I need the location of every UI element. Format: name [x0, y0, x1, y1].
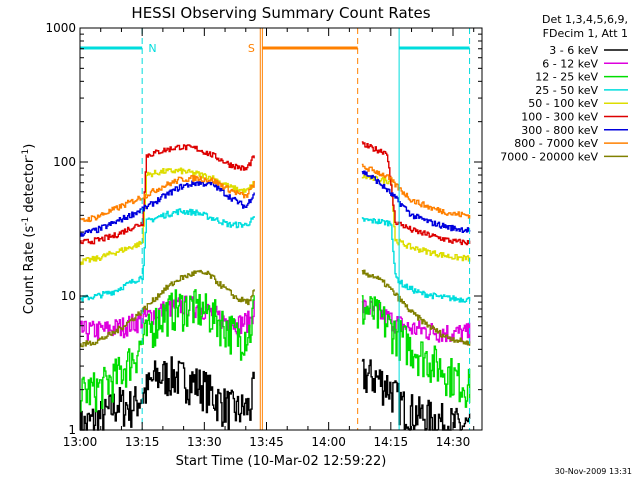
legend-header-line-1: Det 1,3,4,5,6,9, [542, 13, 628, 26]
series-0 [80, 356, 471, 431]
series-line-2-1 [361, 295, 471, 408]
legend-label-0: 3 - 6 keV [549, 44, 598, 57]
y-label-mid: detector [22, 157, 37, 217]
legend-label-7: 800 - 7000 keV [514, 137, 598, 150]
series-line-7-0 [80, 175, 255, 223]
legend-label-8: 7000 - 20000 keV [500, 150, 598, 163]
x-tick-label-5: 14:15 [374, 435, 409, 449]
y-tick-label-0: 1 [68, 423, 76, 437]
y-tick-label-2: 100 [53, 155, 76, 169]
series-4 [80, 167, 471, 266]
series-line-0-0 [80, 356, 255, 431]
legend: Det 1,3,4,5,6,9, FDecim 1, Att 1 3 - 6 k… [500, 13, 628, 163]
series-line-3-0 [80, 208, 255, 302]
plot-frame [79, 27, 483, 431]
x-tick-label-4: 14:00 [311, 435, 346, 449]
y-label-main: Count Rate (s [22, 226, 37, 315]
legend-entry-3: 25 - 50 keV [535, 84, 628, 97]
legend-header-line-2: FDecim 1, Att 1 [543, 27, 628, 40]
series-7 [80, 163, 471, 223]
series-line-8-0 [80, 269, 255, 348]
series-line-2-0 [80, 289, 255, 413]
x-tick-label-2: 13:30 [187, 435, 222, 449]
series-2 [80, 289, 471, 413]
flag-label-1: S [248, 42, 255, 55]
y-tick-label-3: 1000 [45, 21, 76, 35]
flag-0: N [80, 28, 471, 430]
legend-entry-2: 12 - 25 keV [535, 71, 628, 84]
y-label-sup1: -1 [21, 217, 31, 226]
legend-label-5: 100 - 300 keV [521, 111, 598, 124]
flag-label-0: N [148, 42, 156, 55]
series-line-5-1 [361, 141, 471, 246]
x-tick-label-3: 13:45 [249, 435, 284, 449]
series-line-5-0 [80, 144, 255, 245]
series-line-8-1 [361, 269, 471, 346]
legend-entry-8: 7000 - 20000 keV [500, 150, 628, 163]
x-axis-label: Start Time (10-Mar-02 12:59:22) [176, 454, 387, 469]
legend-entry-7: 800 - 7000 keV [514, 137, 628, 150]
series-5 [80, 141, 471, 246]
y-label-sup2: -1 [21, 149, 31, 158]
x-axis: 13:00 13:15 13:30 13:45 14:00 14:15 14:30 [63, 28, 475, 449]
series-line-6-0 [80, 180, 255, 237]
series-line-4-1 [361, 174, 471, 262]
series-line-4-0 [80, 167, 255, 266]
legend-label-3: 25 - 50 keV [535, 84, 598, 97]
legend-label-6: 300 - 800 keV [521, 124, 598, 137]
legend-label-1: 6 - 12 keV [542, 57, 598, 70]
series-line-6-1 [361, 170, 471, 233]
series-6 [80, 170, 471, 237]
series-layer [80, 141, 471, 431]
series-line-3-1 [361, 217, 471, 303]
y-axis-label: Count Rate (s-1 detector-1) [21, 144, 37, 315]
legend-entry-1: 6 - 12 keV [542, 57, 628, 70]
x-tick-label-6: 14:30 [436, 435, 471, 449]
y-axis: 1 10 100 1000 [45, 21, 482, 437]
x-tick-label-0: 13:00 [63, 435, 98, 449]
legend-label-2: 12 - 25 keV [535, 71, 598, 84]
y-label-end: ) [22, 144, 37, 149]
chart-title: HESSI Observing Summary Count Rates [131, 4, 430, 22]
series-3 [80, 208, 471, 303]
y-tick-label-1: 10 [61, 289, 76, 303]
plot-timestamp: 30-Nov-2009 13:31 [555, 467, 632, 476]
legend-label-4: 50 - 100 keV [528, 97, 598, 110]
flag-1: S [248, 28, 359, 430]
legend-entry-5: 100 - 300 keV [521, 111, 628, 124]
series-line-7-1 [361, 163, 471, 219]
legend-entry-4: 50 - 100 keV [528, 97, 628, 110]
x-tick-label-1: 13:15 [125, 435, 160, 449]
series-line-0-1 [361, 358, 471, 431]
legend-entry-0: 3 - 6 keV [549, 44, 628, 57]
legend-entry-6: 300 - 800 keV [521, 124, 628, 137]
series-8 [80, 269, 471, 348]
